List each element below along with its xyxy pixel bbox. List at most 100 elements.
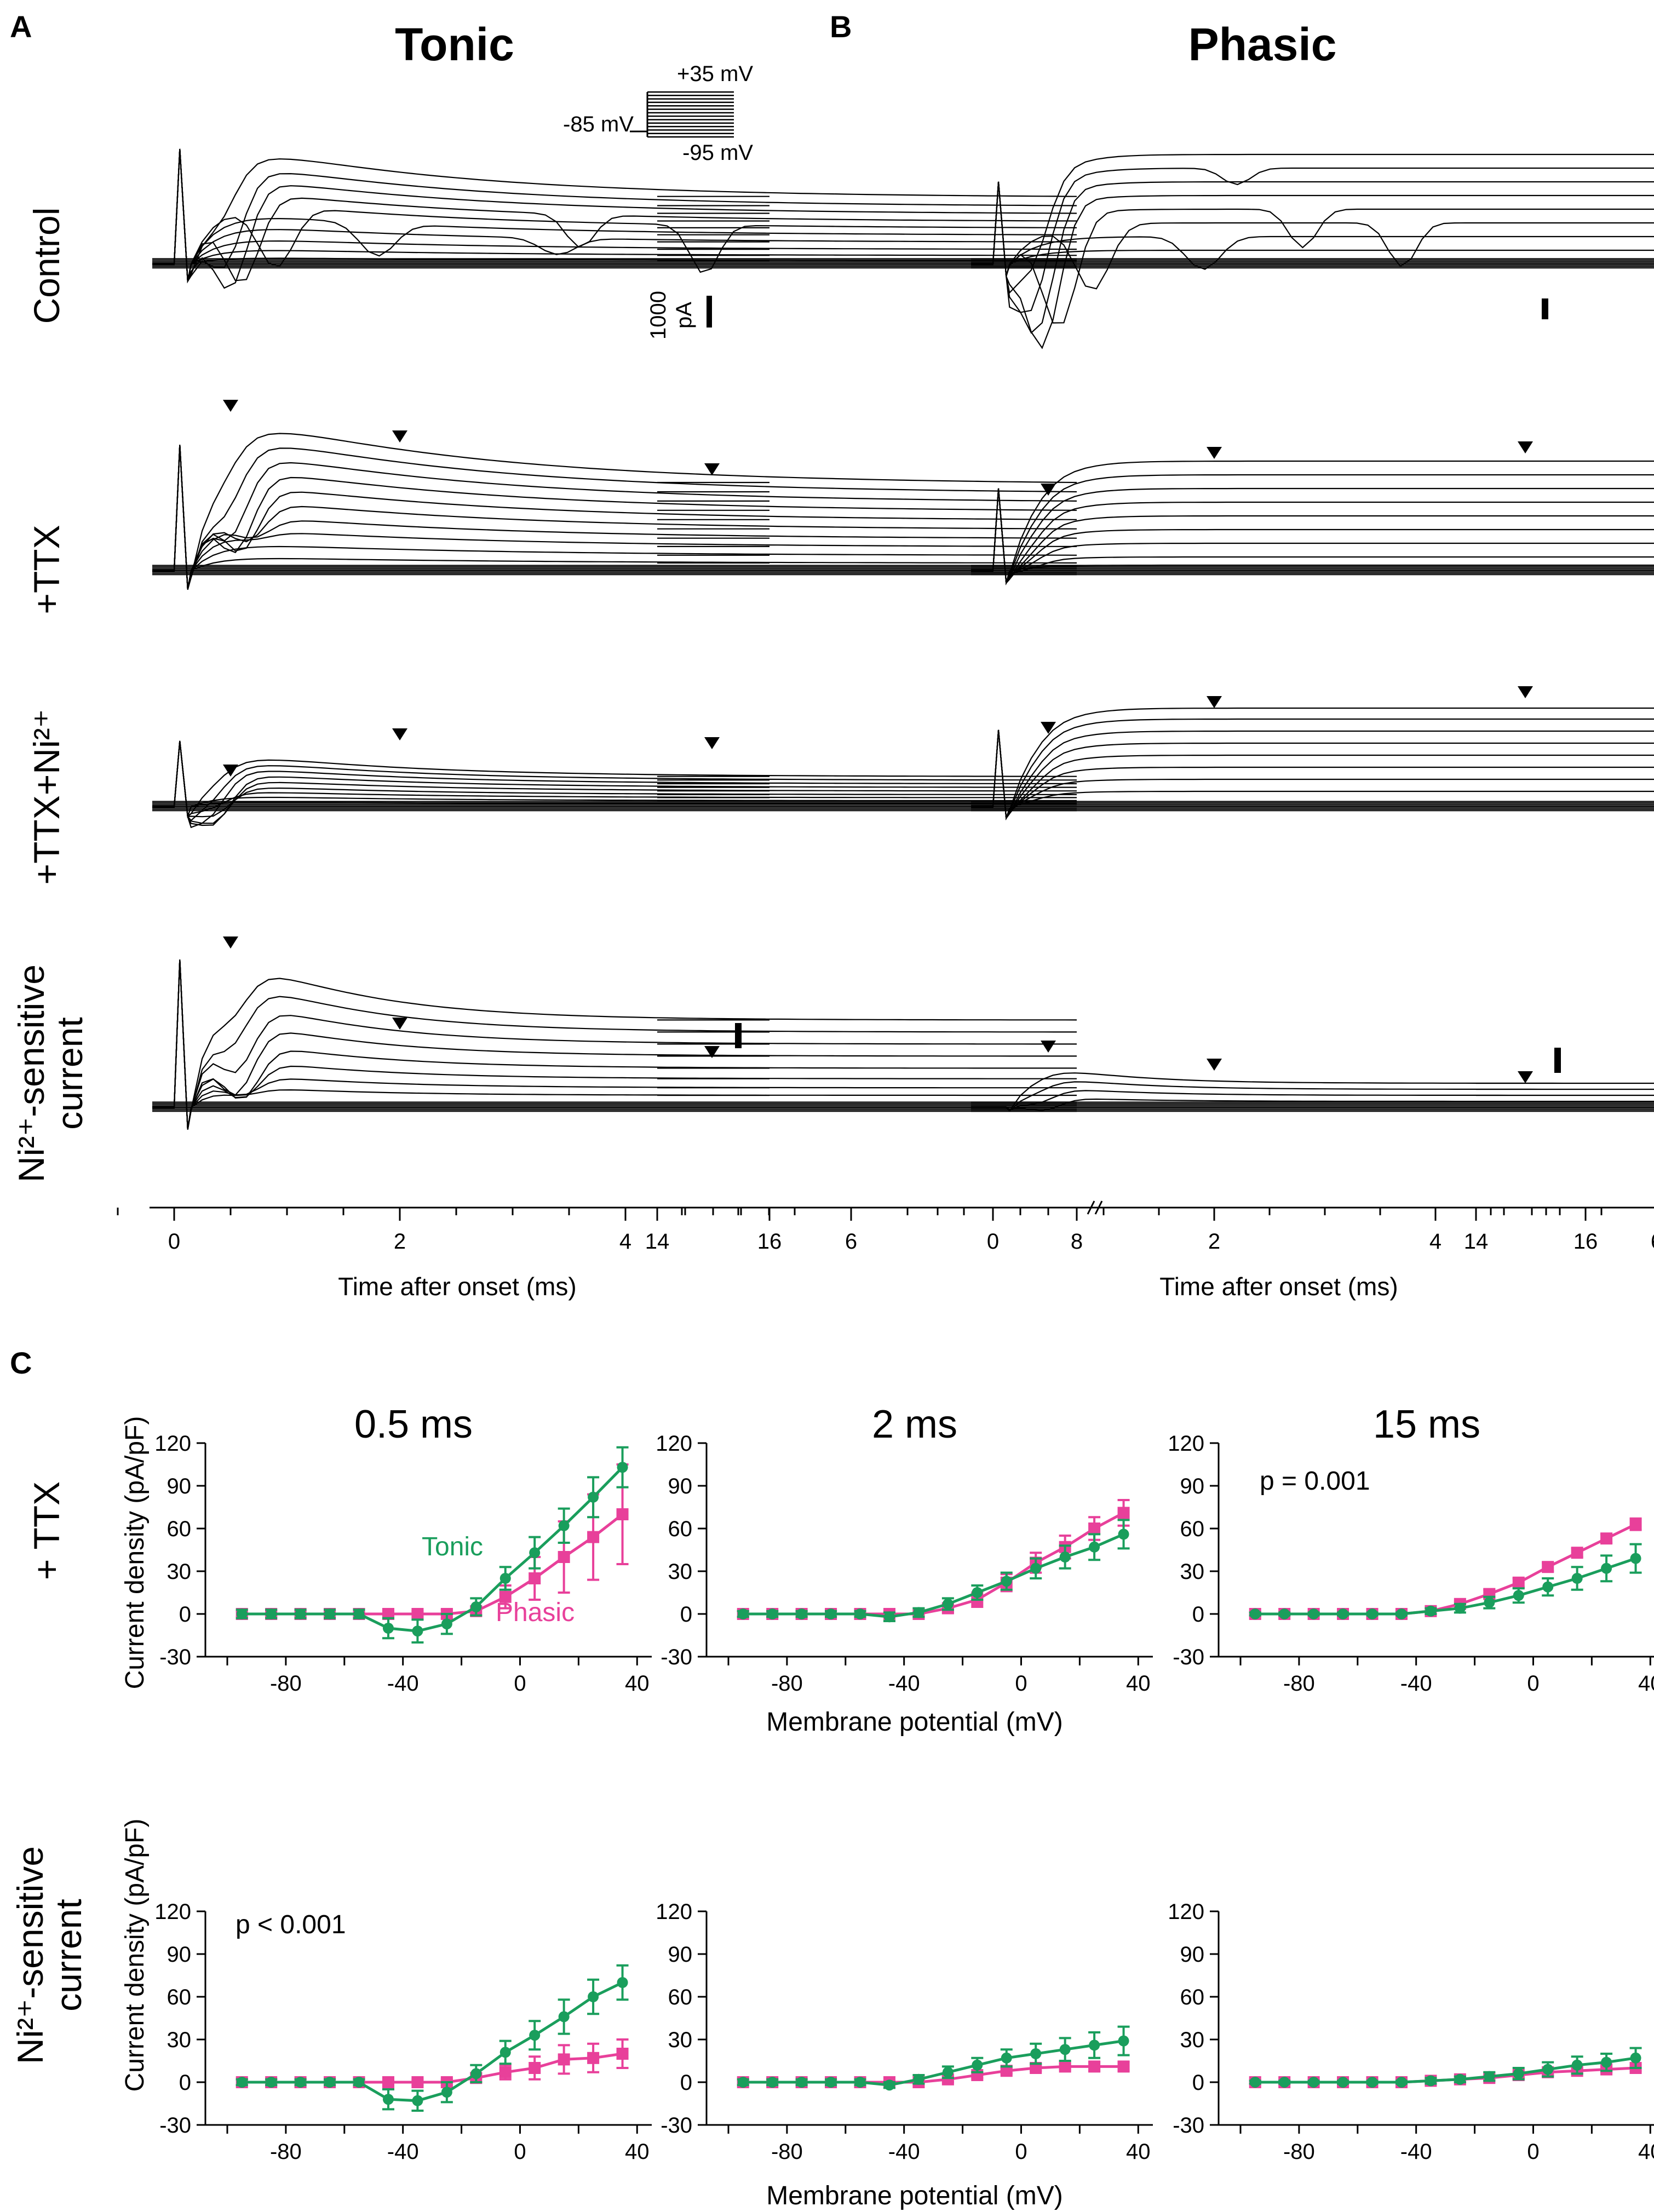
data-point [558, 1551, 570, 1563]
data-point [499, 2047, 511, 2058]
current-trace [152, 148, 1077, 281]
current-trace [152, 740, 1077, 818]
data-point [382, 2094, 394, 2105]
data-point [382, 1608, 394, 1620]
data-point [1117, 1507, 1130, 1519]
data-point [266, 1608, 277, 1619]
iv-y-tick-label: 60 [1180, 1985, 1205, 2009]
current-trace [152, 148, 1077, 281]
data-point [324, 2077, 336, 2088]
time-marker-arrow [392, 1018, 407, 1030]
iv-y-tick-label: 60 [167, 1985, 192, 2009]
data-point [737, 1608, 749, 1619]
current-trace [152, 959, 1077, 1130]
iv-y-tick-label: 30 [668, 1560, 693, 1584]
data-point [1630, 2052, 1641, 2064]
data-point [382, 1623, 394, 1634]
current-trace [152, 148, 1077, 281]
data-point [558, 1520, 570, 1531]
iv-x-tick-label: 40 [1638, 2140, 1654, 2164]
data-point [1425, 1605, 1437, 1617]
time-tick-label: 0 [168, 1229, 180, 1254]
data-point [1030, 1562, 1042, 1574]
series-label-tonic: Tonic [422, 1532, 483, 1561]
current-trace [971, 167, 1654, 313]
row-label-ttx-ni: +TTX+Ni²⁺ [26, 709, 67, 885]
current-trace [152, 959, 1077, 1130]
panel-label-c: C [10, 1346, 32, 1380]
data-point [1030, 2062, 1042, 2074]
current-trace [971, 729, 1654, 820]
iv-y-tick-label: 90 [167, 1943, 192, 1967]
traces-phasic-ttx [971, 460, 1654, 585]
iv-x-tick-label: 0 [514, 2140, 526, 2164]
data-point [1001, 1576, 1012, 1587]
iv-x-tick-label: -40 [888, 2140, 920, 2164]
time-marker-arrow [1041, 484, 1056, 496]
iv-y-tick-label: -30 [661, 2113, 692, 2138]
data-point [972, 2059, 983, 2071]
time-marker-arrow [1041, 1041, 1056, 1053]
time-tick-label: 14 [645, 1229, 670, 1254]
time-axis-title-phasic: Time after onset (ms) [1159, 1272, 1398, 1301]
data-point [295, 2077, 306, 2088]
iv-column-title-15ms: 15 ms [1373, 1403, 1480, 1446]
current-trace [971, 1081, 1654, 1112]
data-point [529, 2030, 541, 2041]
column-title-phasic: Phasic [1188, 19, 1337, 70]
scale-bar-line [707, 296, 712, 328]
iv-y-tick-label: 120 [154, 1432, 191, 1456]
data-point [324, 1608, 336, 1619]
traces-phasic-ni-sensitive [971, 1072, 1654, 1112]
time-tick-label: 2 [1208, 1229, 1220, 1254]
current-trace [971, 729, 1654, 819]
current-trace [152, 959, 1077, 1130]
time-tick-label: 4 [1429, 1229, 1441, 1254]
data-point [1089, 1541, 1100, 1553]
iv-x-tick-label: 0 [1527, 1671, 1539, 1696]
iv-y-tick-label: 30 [1180, 2028, 1205, 2052]
series-tonic [1249, 2047, 1642, 2088]
data-point [1000, 2065, 1013, 2077]
current-trace [152, 740, 1077, 818]
iv-x-tick-label: -80 [270, 1671, 302, 1696]
data-point [529, 1547, 541, 1559]
protocol-step-lines [630, 91, 734, 138]
data-point [587, 1531, 600, 1543]
voltage-protocol-inset: +35 mV -85 mV -95 mV [563, 62, 753, 165]
current-trace [971, 729, 1654, 820]
data-point [825, 1608, 837, 1619]
current-trace [152, 740, 1077, 821]
time-marker-arrow [223, 765, 238, 777]
iv-y-tick-label: 0 [680, 2071, 692, 2095]
iv-y-tick-label: 90 [167, 1474, 192, 1498]
data-point [1089, 2039, 1100, 2051]
current-trace [152, 444, 1077, 590]
current-trace [152, 444, 1077, 590]
data-point [913, 2073, 924, 2085]
current-trace [971, 707, 1654, 819]
data-point [499, 1573, 511, 1584]
current-trace [152, 444, 1077, 590]
panel-label-a: A [10, 9, 32, 44]
data-point [529, 2062, 541, 2074]
scale-bar-value: 1000 [646, 291, 670, 340]
data-point [558, 2011, 570, 2023]
iv-panel: 120 90 60 30 0 -30 -80 -40 0 40 [1168, 1900, 1654, 2164]
data-point [1425, 2075, 1437, 2087]
time-axis-title-tonic: Time after onset (ms) [338, 1272, 576, 1301]
data-point [825, 2077, 837, 2088]
data-point [236, 1608, 248, 1619]
iv-x-tick-label: -40 [1400, 2140, 1432, 2164]
data-point [796, 2077, 807, 2088]
p-value-ni-05ms: p < 0.001 [236, 1910, 346, 1939]
iv-y-tick-label: 0 [179, 2071, 191, 2095]
scale-bar-small [1542, 298, 1548, 319]
data-point [1513, 1590, 1524, 1601]
iv-y-tick-label: -30 [159, 1645, 191, 1669]
protocol-bottom-label: -95 mV [682, 141, 753, 165]
iv-panel: 120 90 60 30 0 -30 -80 -40 0 40 [656, 1432, 1153, 1696]
data-point [1542, 2064, 1554, 2075]
iv-y-tick-label: -30 [1173, 2113, 1204, 2138]
